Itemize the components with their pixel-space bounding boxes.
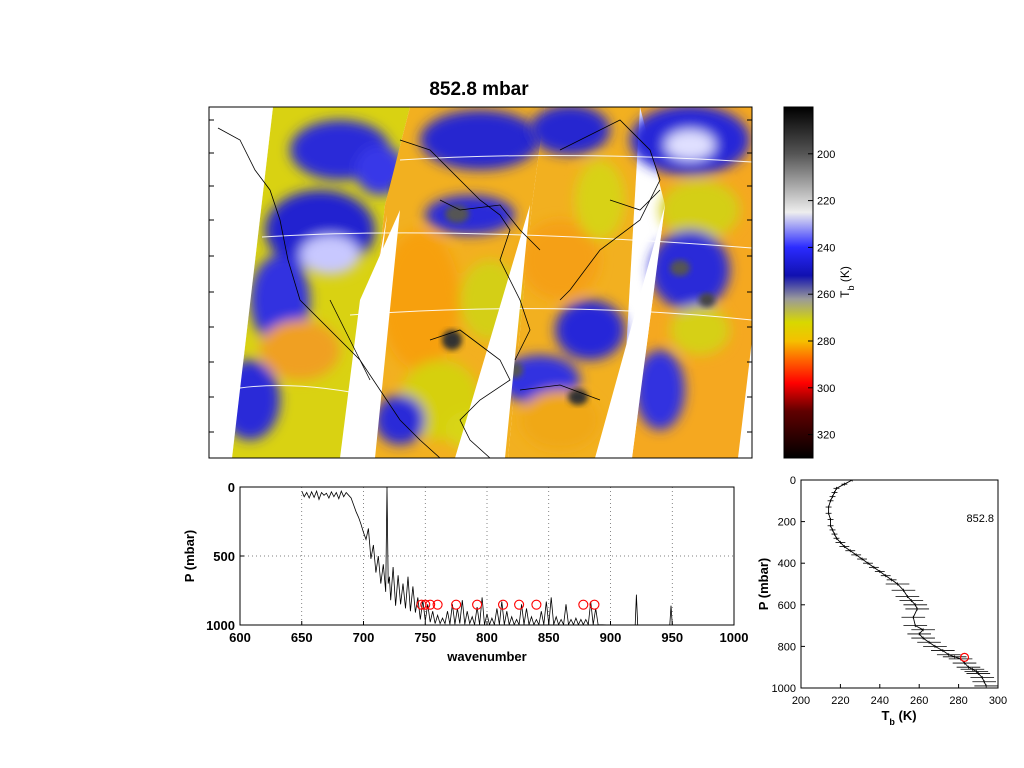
spectrum-marker xyxy=(578,599,589,610)
spectrum-ytick-label: 0 xyxy=(228,480,235,495)
spectrum-ylabel: P (mbar) xyxy=(182,530,197,583)
profile-panel: 200 220 240 260 280 300 0 200 400 600 800 1000 852.… xyxy=(756,475,1007,727)
spectrum-xtick-label: 850 xyxy=(538,630,560,645)
spectrum-xlabel: wavenumber xyxy=(446,649,526,664)
spectrum-xtick-label: 800 xyxy=(476,630,498,645)
orbit-lines xyxy=(239,154,752,399)
spectrum-marker xyxy=(420,599,431,610)
gap-2 xyxy=(455,205,530,458)
colorbar-tick-label: 320 xyxy=(817,430,835,442)
profile-frame xyxy=(800,479,999,689)
spectrum-marker xyxy=(514,599,525,610)
map-swaths xyxy=(209,107,752,458)
spectrum-xtick-label: 950 xyxy=(661,630,683,645)
profile-errorbars xyxy=(825,480,998,688)
spectrum-marker xyxy=(432,599,443,610)
profile-xtick-label: 240 xyxy=(871,695,889,707)
spectrum-marker xyxy=(472,599,483,610)
spectrum-ytick-label: 1000 xyxy=(206,618,235,633)
colorbar-gradient xyxy=(783,106,814,459)
profile-ytick-label: 1000 xyxy=(772,683,796,695)
spectrum-ytick-label: 500 xyxy=(213,549,235,564)
map-frame xyxy=(208,106,753,459)
colorbar-label: Tb (K) xyxy=(838,266,856,298)
spectrum-xtick-label: 600 xyxy=(229,630,251,645)
profile-annotation: 852.8 xyxy=(966,513,994,525)
spectrum-marker xyxy=(531,599,542,610)
colorbar-tick-label: 260 xyxy=(817,289,835,301)
spectrum-markers xyxy=(416,599,600,610)
profile-xlabel: Tb (K) xyxy=(881,708,916,727)
gap-west xyxy=(209,107,273,458)
spectrum-xtick-label: 1000 xyxy=(720,630,749,645)
spectrum-xtick-label: 700 xyxy=(353,630,375,645)
swath-3 xyxy=(500,107,640,458)
colorbar-tick-label: 300 xyxy=(817,383,835,395)
chart-title: 852.8 mbar xyxy=(429,79,529,100)
profile-ytick-label: 200 xyxy=(778,517,796,529)
spectrum-marker xyxy=(589,599,600,610)
profile-xtick-label: 260 xyxy=(910,695,928,707)
colorbar-tick-label: 220 xyxy=(817,196,835,208)
colorbar-tick-label: 280 xyxy=(817,336,835,348)
colorbar-ticks: 200 220 240 260 280 300 320 xyxy=(808,149,835,442)
profile-ytick-label: 400 xyxy=(778,558,796,570)
colorbar-tick-label: 200 xyxy=(817,149,835,161)
gap-1b xyxy=(340,210,400,458)
profile-xtick-label: 300 xyxy=(989,695,1007,707)
profile-ylabel: P (mbar) xyxy=(756,558,771,611)
gap-3 xyxy=(595,205,665,458)
spectrum-ticks: 600 650 700 750 800 850 900 950 1000 0 500 1000 xyxy=(206,480,748,645)
spectrum-xtick-label: 650 xyxy=(291,630,313,645)
spectrum-series xyxy=(301,487,734,625)
swath-4 xyxy=(630,107,752,458)
profile-ytick-label: 0 xyxy=(790,475,796,487)
profile-xtick-label: 200 xyxy=(792,695,810,707)
profile-ytick-label: 800 xyxy=(778,641,796,653)
spectrum-marker xyxy=(425,599,436,610)
map-ticks xyxy=(209,119,752,433)
profile-marker xyxy=(959,652,970,662)
spectrum-panel: 600 650 700 750 800 850 900 950 1000 0 500 1000 wav… xyxy=(182,480,748,664)
colorbar: 200 220 240 260 280 300 320 Tb (K) xyxy=(783,106,856,459)
spectrum-xtick-label: 900 xyxy=(600,630,622,645)
profile-ticks: 200 220 240 260 280 300 0 200 400 600 800 1000 xyxy=(772,475,1008,707)
profile-ytick-label: 600 xyxy=(778,600,796,612)
map-panel xyxy=(208,106,753,459)
spectrum-xtick-label: 750 xyxy=(414,630,436,645)
profile-xtick-label: 280 xyxy=(949,695,967,707)
spectrum-marker xyxy=(498,599,509,610)
coastlines xyxy=(217,119,661,458)
colorbar-tick-label: 240 xyxy=(817,242,835,254)
spectrum-grid xyxy=(240,487,734,625)
profile-xtick-label: 220 xyxy=(831,695,849,707)
spectrum-marker xyxy=(451,599,462,610)
